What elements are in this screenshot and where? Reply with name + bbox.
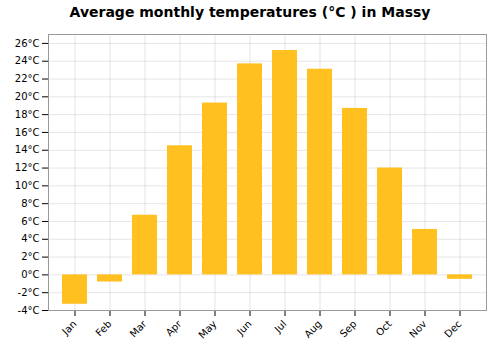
svg-text:0°C: 0°C	[21, 269, 39, 280]
svg-text:10°C: 10°C	[15, 180, 40, 191]
svg-text:4°C: 4°C	[21, 233, 39, 244]
svg-text:Dec: Dec	[442, 318, 463, 339]
svg-text:May: May	[196, 318, 218, 340]
svg-text:Oct: Oct	[374, 318, 394, 338]
svg-text:-4°C: -4°C	[18, 305, 40, 316]
svg-text:12°C: 12°C	[15, 162, 40, 173]
svg-text:Jan: Jan	[59, 318, 78, 337]
svg-text:26°C: 26°C	[15, 38, 40, 49]
svg-text:Jul: Jul	[272, 318, 289, 335]
svg-text:Nov: Nov	[407, 318, 429, 340]
svg-text:14°C: 14°C	[15, 144, 40, 155]
svg-text:Sep: Sep	[338, 318, 359, 339]
svg-text:18°C: 18°C	[15, 109, 40, 120]
html-text:Average monthly temperatures (: Average monthly temperatures (°C ) in Ma…	[69, 4, 431, 20]
svg-text:16°C: 16°C	[15, 127, 40, 138]
svg-text:-2°C: -2°C	[18, 287, 40, 298]
svg-text:24°C: 24°C	[15, 55, 40, 66]
svg-text:2°C: 2°C	[21, 251, 39, 262]
svg-text:6°C: 6°C	[21, 216, 39, 227]
svg-text:22°C: 22°C	[15, 73, 40, 84]
svg-text:Feb: Feb	[93, 318, 113, 338]
svg-text:Aug: Aug	[302, 318, 324, 340]
svg-text:Mar: Mar	[128, 318, 150, 340]
svg-text:Apr: Apr	[164, 318, 185, 339]
svg-text:Jun: Jun	[234, 318, 254, 338]
svg-text:20°C: 20°C	[15, 91, 40, 102]
svg-text:8°C: 8°C	[21, 198, 39, 209]
